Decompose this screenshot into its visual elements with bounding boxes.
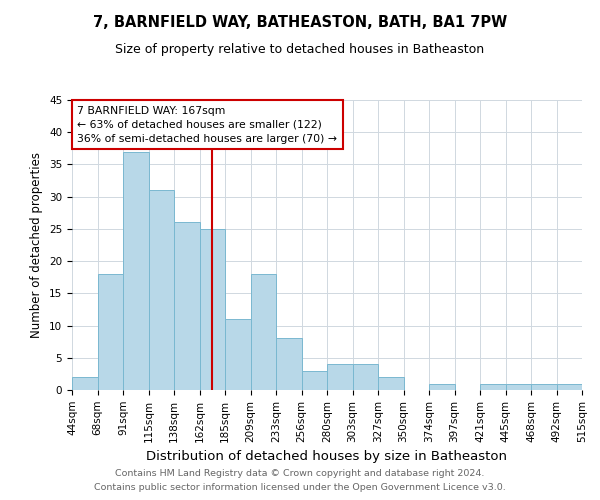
X-axis label: Distribution of detached houses by size in Batheaston: Distribution of detached houses by size … [146,450,508,463]
Bar [225,319,251,390]
Bar [251,274,276,390]
Bar [72,377,97,390]
Text: Contains public sector information licensed under the Open Government Licence v3: Contains public sector information licen… [94,484,506,492]
Bar [557,384,582,390]
Text: 7, BARNFIELD WAY, BATHEASTON, BATH, BA1 7PW: 7, BARNFIELD WAY, BATHEASTON, BATH, BA1 … [93,15,507,30]
Bar [174,222,199,390]
Bar [505,384,531,390]
Bar [97,274,123,390]
Bar [531,384,557,390]
Bar [276,338,302,390]
Bar [123,152,149,390]
Bar [302,370,327,390]
Bar [327,364,353,390]
Bar [149,190,174,390]
Text: Contains HM Land Registry data © Crown copyright and database right 2024.: Contains HM Land Registry data © Crown c… [115,468,485,477]
Bar [353,364,378,390]
Bar [429,384,455,390]
Text: Size of property relative to detached houses in Batheaston: Size of property relative to detached ho… [115,42,485,56]
Bar [199,229,225,390]
Bar [378,377,404,390]
Bar [480,384,505,390]
Y-axis label: Number of detached properties: Number of detached properties [31,152,43,338]
Text: 7 BARNFIELD WAY: 167sqm
← 63% of detached houses are smaller (122)
36% of semi-d: 7 BARNFIELD WAY: 167sqm ← 63% of detache… [77,106,337,144]
